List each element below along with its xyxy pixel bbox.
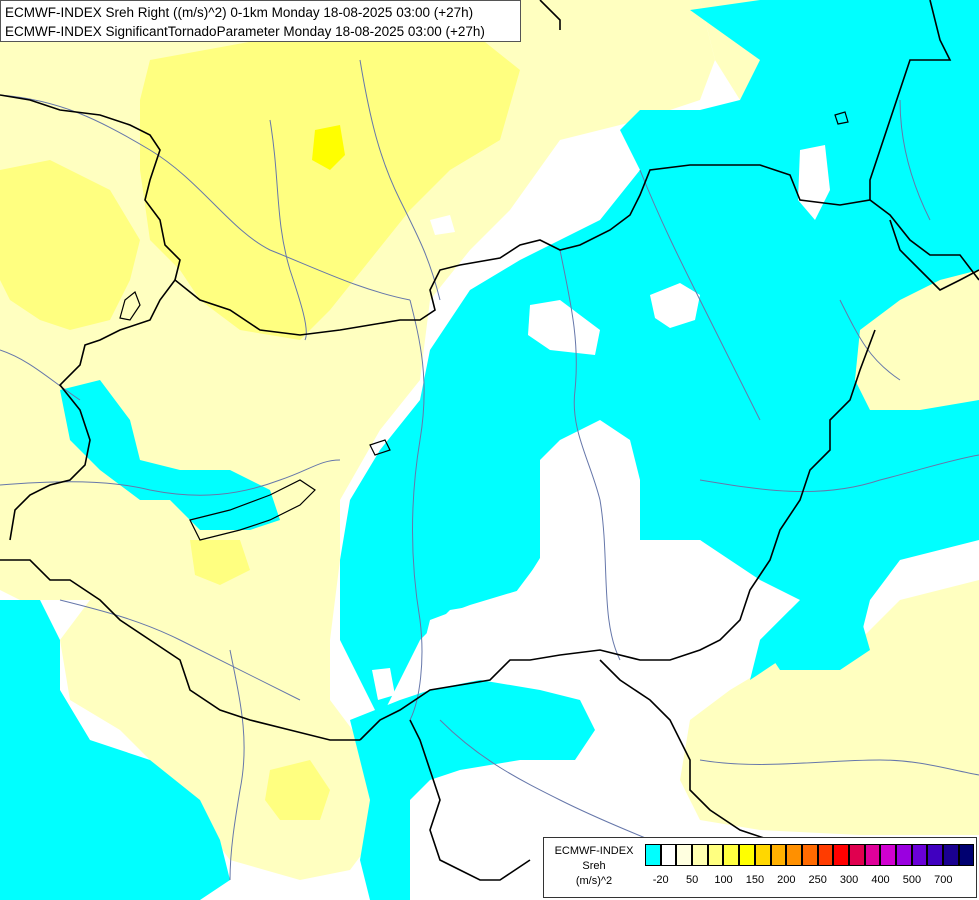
white-region-southcentral <box>420 420 760 690</box>
legend-label: ECMWF-INDEX Sreh (m/s)^2 <box>548 844 640 889</box>
legend-swatch <box>739 844 755 866</box>
legend-variable: Sreh <box>582 860 606 872</box>
legend-tick-label: 50 <box>685 874 699 886</box>
white-hole-east-2 <box>650 283 700 328</box>
legend-tick-label: 400 <box>871 874 890 886</box>
legend-unit: (m/s)^2 <box>575 875 613 887</box>
cyan-region-southcentral <box>350 680 595 900</box>
legend-swatch <box>864 844 881 866</box>
white-hole-east-3 <box>528 300 600 355</box>
legend-swatch <box>943 844 959 866</box>
legend-tick-label: 100 <box>714 874 733 886</box>
legend-swatch <box>848 844 865 866</box>
yellow-region-west <box>0 160 140 330</box>
legend-swatch <box>707 844 724 866</box>
legend-swatch <box>645 844 661 866</box>
legend-swatch <box>927 844 944 866</box>
white-hole-cyan-north <box>430 215 455 235</box>
legend-swatch <box>958 844 975 866</box>
legend-swatch <box>786 844 802 866</box>
legend-swatch <box>801 844 818 866</box>
yellow-region-south <box>265 760 330 820</box>
legend-swatch <box>723 844 740 866</box>
legend-swatch <box>817 844 834 866</box>
yellow-region-central <box>190 540 250 585</box>
color-legend: ECMWF-INDEX Sreh (m/s)^2 -20 50 100 150 200 2… <box>543 837 977 898</box>
legend-swatches <box>645 844 975 866</box>
legend-tick-label: 700 <box>934 874 953 886</box>
legend-swatch <box>660 844 677 866</box>
light-yellow-hole-east <box>855 270 979 410</box>
cyan-region-west-lake <box>60 380 280 530</box>
legend-tick-label: 150 <box>745 874 765 886</box>
legend-swatch <box>911 844 928 866</box>
white-hole-cyan-south <box>372 668 395 700</box>
cyan-region-southwest <box>0 600 230 900</box>
legend-swatch <box>676 844 693 866</box>
bright-yellow-core <box>312 125 345 170</box>
light-yellow-region-southeast <box>680 580 979 835</box>
title-line-2: ECMWF-INDEX SignificantTornadoParameter … <box>5 24 485 39</box>
legend-tick-label: 200 <box>777 874 796 886</box>
lakes <box>119 111 849 541</box>
cyan-region-east-lower <box>760 600 870 670</box>
map-title-box: ECMWF-INDEX Sreh Right ((m/s)^2) 0-1km M… <box>0 0 521 42</box>
title-line-1: ECMWF-INDEX Sreh Right ((m/s)^2) 0-1km M… <box>5 5 474 20</box>
legend-tick-label: -20 <box>652 874 669 886</box>
legend-swatch <box>770 844 787 866</box>
legend-tick-label: 500 <box>902 874 922 886</box>
legend-swatch <box>692 844 708 866</box>
legend-swatch <box>833 844 849 866</box>
legend-ticks: -20 50 100 150 200 250 300 400 500 700 <box>645 874 975 890</box>
legend-swatch <box>880 844 896 866</box>
legend-swatch <box>754 844 771 866</box>
rivers <box>0 59 979 881</box>
yellow-region-north <box>140 20 520 340</box>
legend-tick-label: 250 <box>808 874 827 886</box>
legend-swatch <box>896 844 912 866</box>
legend-tick-label: 300 <box>839 874 859 886</box>
legend-source: ECMWF-INDEX <box>554 845 634 857</box>
country-borders <box>0 0 979 881</box>
